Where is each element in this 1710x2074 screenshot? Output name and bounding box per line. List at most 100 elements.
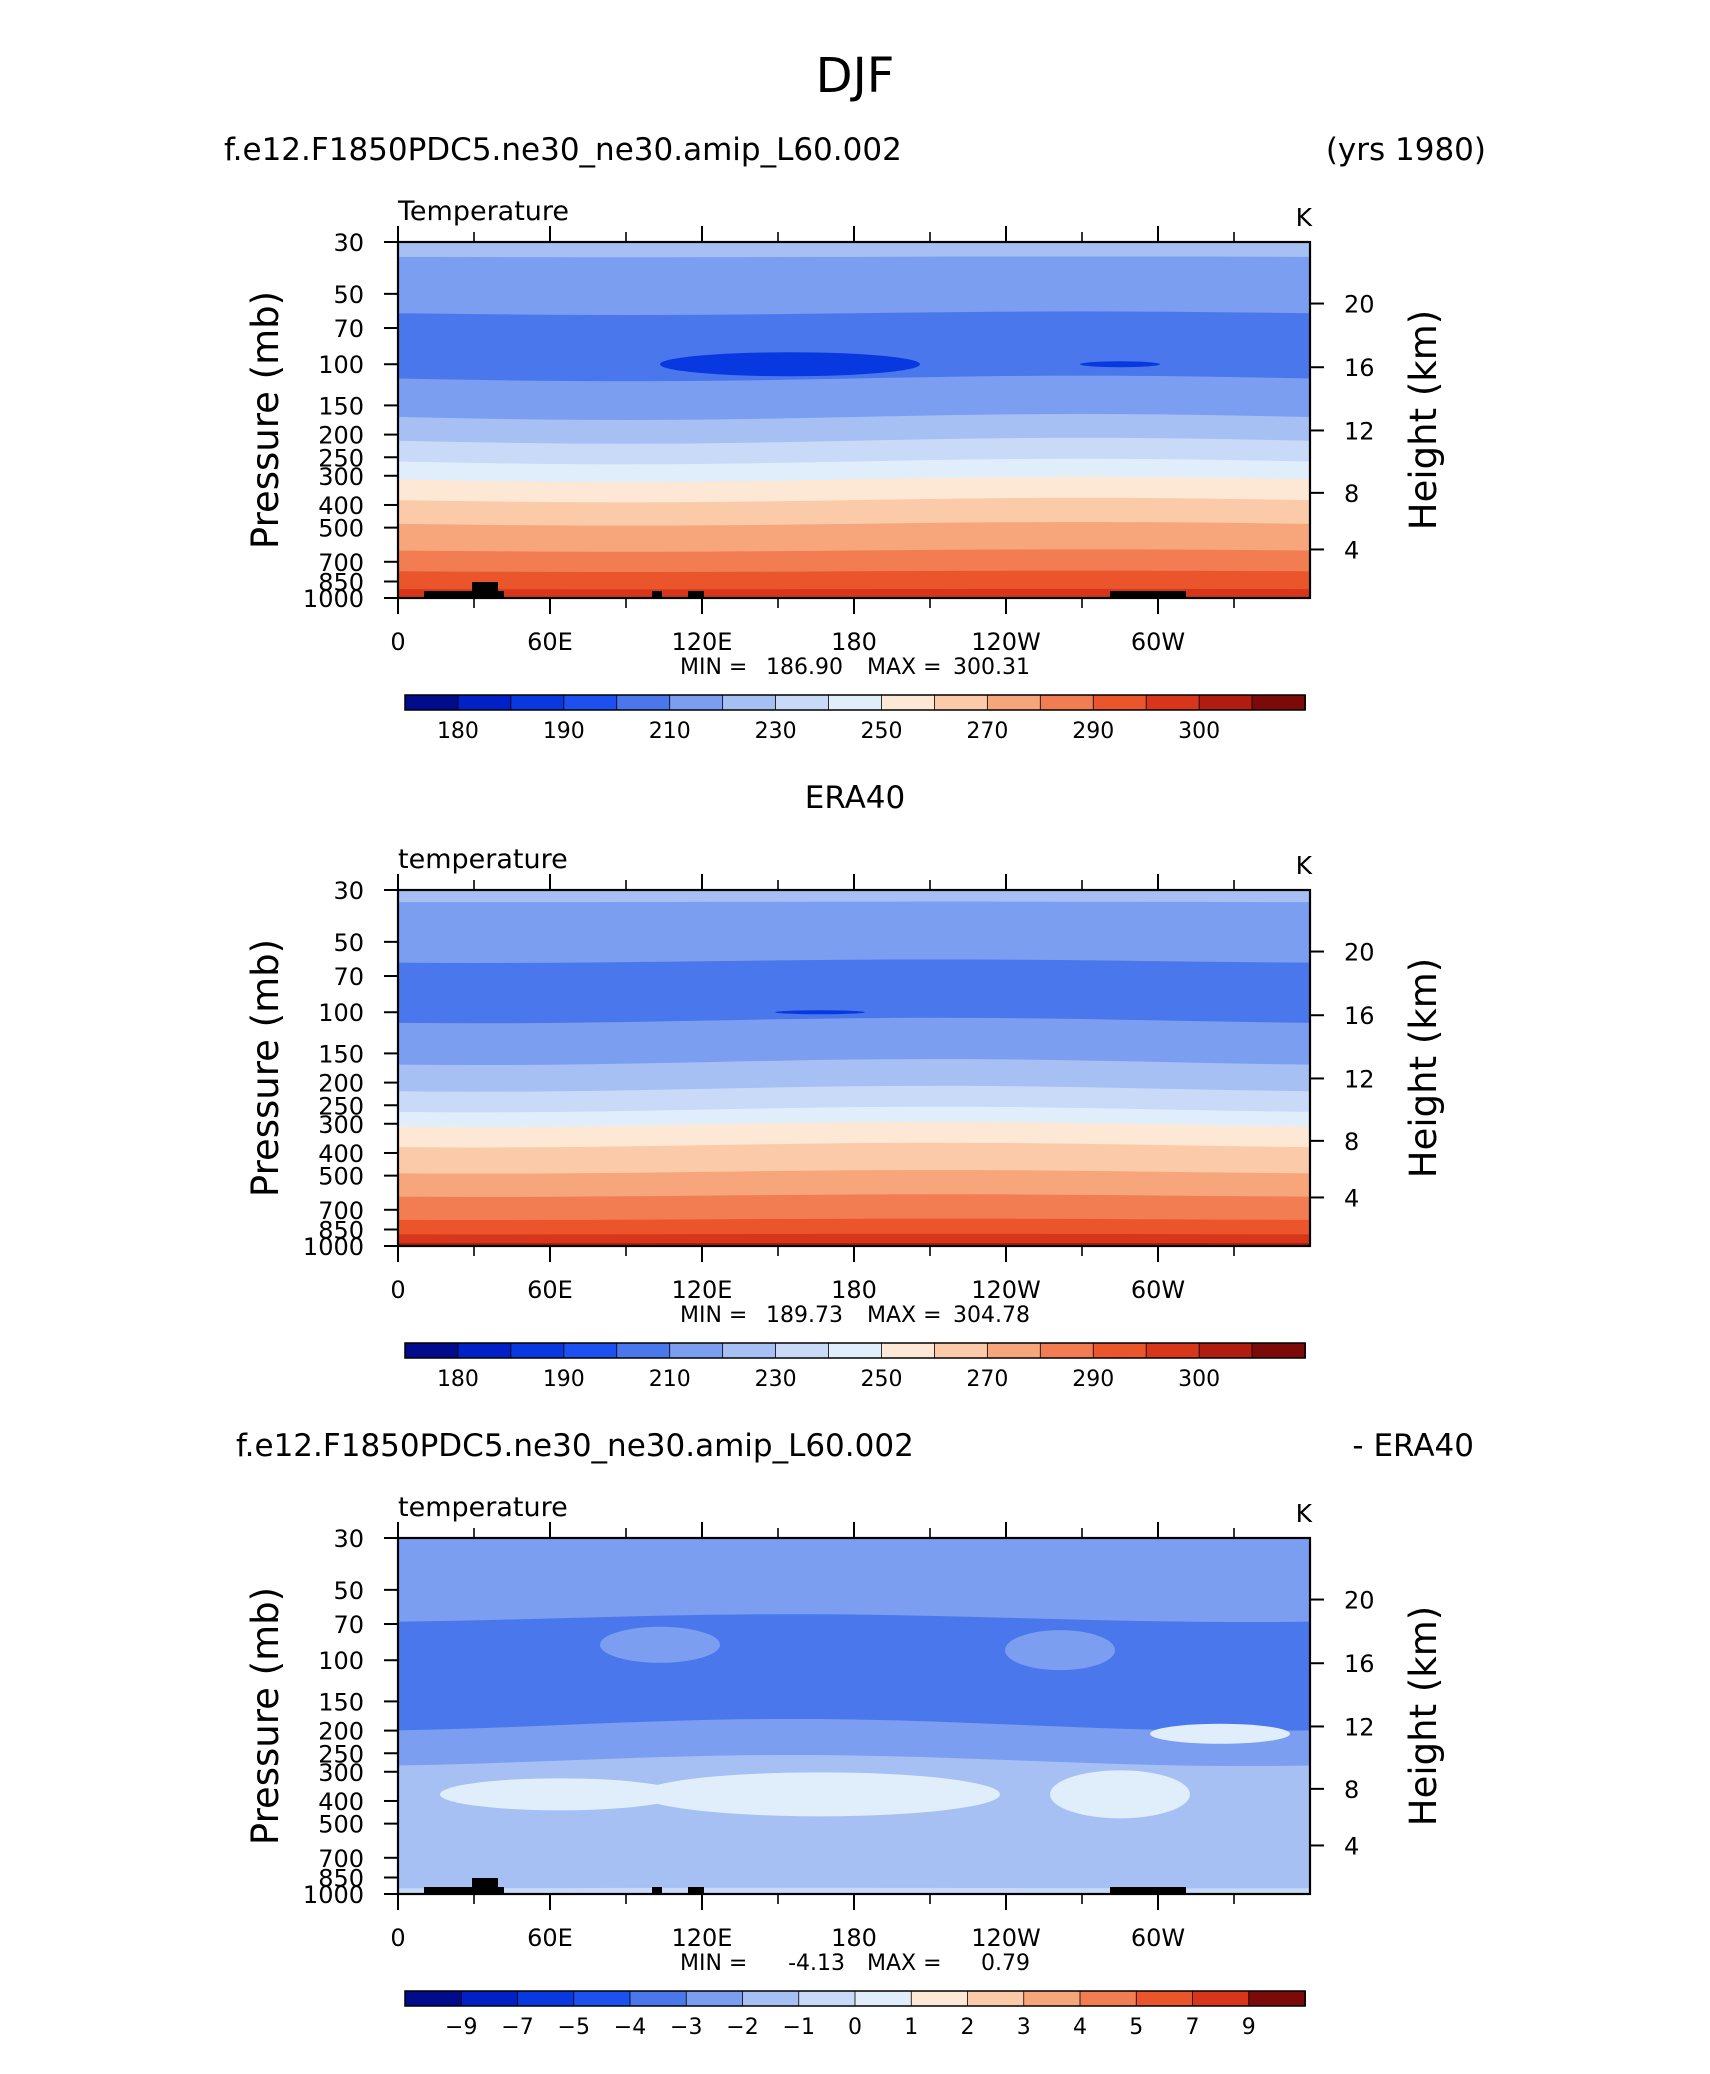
contour-band (398, 561, 1310, 567)
panel-header-left: f.e12.F1850PDC5.ne30_ne30.amip_L60.002 (224, 132, 902, 168)
lon-tick-label: 60W (1131, 1276, 1185, 1304)
min-value: 189.73 (766, 1303, 843, 1328)
colorbar-box (629, 1990, 688, 2007)
lon-tick-label: 180 (831, 1276, 877, 1304)
lon-tick-label: 60E (527, 628, 573, 656)
colorbar-box (1251, 1342, 1306, 1359)
colorbar-box (1145, 694, 1201, 711)
contour-band (398, 393, 1310, 403)
pressure-tick-label: 100 (318, 351, 364, 379)
contour-band (398, 997, 1310, 1006)
contour-band (398, 396, 1310, 406)
contour-band (398, 1611, 1310, 1623)
contour-band (398, 1014, 1310, 1024)
contour-band (398, 1023, 1310, 1033)
contour-band (398, 1209, 1310, 1215)
colorbar-box (1135, 1990, 1194, 2007)
contour-band (398, 346, 1310, 355)
lon-tick-label: 0 (390, 628, 405, 656)
contour-band (398, 1076, 1310, 1087)
max-value: 0.79 (981, 1951, 1030, 1976)
contour-band (398, 540, 1310, 547)
contour-band (398, 1047, 1310, 1057)
colorbar-box (722, 694, 777, 711)
pressure-tick-label: 200 (318, 422, 364, 450)
contour-band (398, 340, 1310, 349)
contour-band (398, 933, 1310, 940)
y-axis-label-left: Pressure (mb) (244, 939, 287, 1197)
contour-band (398, 470, 1310, 480)
pressure-tick-label: 250 (318, 1092, 364, 1120)
contour-band (398, 1577, 1310, 1586)
max-label: MAX = (867, 1303, 942, 1328)
height-tick-label: 8 (1344, 1776, 1359, 1804)
contour-band (398, 1038, 1310, 1048)
colorbar-label: 270 (966, 1367, 1008, 1392)
contour-band (398, 1026, 1310, 1036)
height-tick-label: 8 (1344, 1128, 1359, 1156)
figure-title: DJF (816, 48, 895, 104)
max-label: MAX = (867, 655, 942, 680)
height-tick-label: 8 (1344, 480, 1359, 508)
contour-band (398, 512, 1310, 521)
contour-band (398, 1148, 1310, 1157)
contour-band (398, 1557, 1310, 1564)
contour-band (398, 939, 1310, 946)
contour-band (398, 282, 1310, 289)
contour-band (398, 1191, 1310, 1198)
cold-core-feature (775, 1010, 865, 1015)
colorbar-box (1198, 1342, 1253, 1359)
colorbar-box (775, 694, 830, 711)
contour-band (398, 325, 1310, 334)
panel-header-center: ERA40 (805, 780, 906, 816)
contour-band (398, 534, 1310, 541)
contour-band (398, 1233, 1310, 1239)
colorbar-box (616, 1342, 671, 1359)
contour-band (398, 1003, 1310, 1012)
contour-band (398, 446, 1310, 457)
contour-band (398, 528, 1310, 536)
panel-header-right: (yrs 1980) (1326, 132, 1486, 168)
pressure-tick-label: 200 (318, 1718, 364, 1746)
pressure-tick-label: 850 (318, 1865, 364, 1893)
lon-tick-label: 60W (1131, 1924, 1185, 1952)
contour-band (398, 506, 1310, 515)
colorbar-box (573, 1990, 631, 2007)
contour-band (398, 1887, 1310, 1892)
contour-band (398, 311, 1310, 319)
colorbar-label: 1 (904, 2015, 918, 2040)
contour-band (398, 1574, 1310, 1583)
contour-band (398, 1597, 1310, 1607)
contour-band (398, 1236, 1310, 1241)
contour-band (398, 1103, 1310, 1113)
colorbar-box (881, 1342, 936, 1359)
contour-band (398, 591, 1310, 596)
colorbar-box (1079, 1990, 1138, 2007)
lon-tick-label: 180 (831, 1924, 877, 1952)
contour-band (398, 387, 1310, 397)
panels: f.e12.F1850PDC5.ne30_ne30.amip_L60.002 (y… (224, 132, 1486, 2040)
contour-band (398, 1605, 1310, 1617)
pressure-tick-label: 1000 (303, 1233, 364, 1261)
anomaly-feature (1050, 1770, 1190, 1819)
colorbar-label: −5 (558, 2015, 590, 2040)
contour-band (398, 296, 1310, 304)
colorbar-label: 250 (860, 1367, 902, 1392)
pressure-tick-label: 700 (318, 1845, 364, 1873)
contour-band (398, 1056, 1310, 1066)
panel-1: f.e12.F1850PDC5.ne30_ne30.amip_L60.002 (y… (224, 132, 1486, 744)
topography-mask (652, 1887, 662, 1894)
contour-band (398, 437, 1310, 448)
pressure-tick-label: 300 (318, 463, 364, 491)
contour-band (398, 570, 1310, 576)
contour-band (398, 334, 1310, 343)
contour-band (398, 1070, 1310, 1081)
colorbar-box (404, 694, 459, 711)
colorbar-box (517, 1990, 575, 2007)
contour-band (398, 343, 1310, 352)
contour-band (398, 378, 1310, 388)
contour-band (398, 1044, 1310, 1054)
contour-band (398, 1834, 1310, 1845)
colorbar-label: −1 (783, 2015, 815, 2040)
anomaly-feature (1150, 1723, 1290, 1744)
